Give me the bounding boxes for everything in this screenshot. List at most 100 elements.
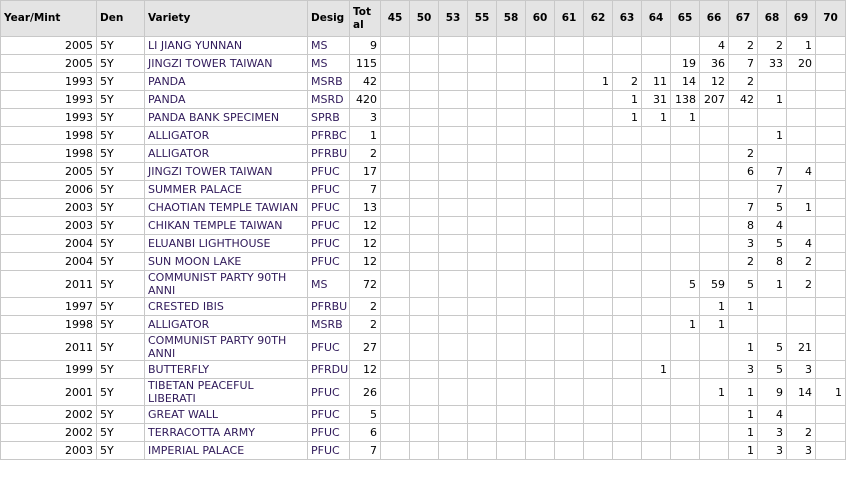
empty-cell [467,90,497,109]
empty-cell [525,54,555,73]
table-cell: 1 [641,360,671,379]
table-cell: 2011 [0,270,97,298]
empty-cell [612,270,642,298]
empty-cell [583,405,613,424]
table-cell: MS [307,270,350,298]
empty-cell [438,423,468,442]
table-cell: 5 [757,198,787,217]
empty-cell [525,72,555,91]
empty-cell [612,36,642,55]
table-cell: 31 [641,90,671,109]
table-cell: 5Y [96,252,145,271]
empty-cell [380,54,410,73]
table-cell: 420 [349,90,381,109]
empty-cell [670,144,700,163]
table-cell: 5Y [96,423,145,442]
table-cell: 5Y [96,315,145,334]
empty-cell [554,54,584,73]
empty-cell [583,270,613,298]
table-cell: 3 [786,441,816,460]
table-cell: 1 [728,405,758,424]
empty-cell [380,360,410,379]
empty-cell [380,441,410,460]
empty-cell [438,405,468,424]
table-cell: 2004 [0,252,97,271]
empty-cell [612,405,642,424]
table-cell: PFRDU [307,360,350,379]
empty-cell [525,108,555,127]
empty-cell [612,333,642,361]
empty-cell [815,333,846,361]
empty-cell [438,216,468,235]
empty-cell [438,252,468,271]
column-header: 63 [612,0,642,37]
empty-cell [496,378,526,406]
table-cell: 2002 [0,405,97,424]
table-cell: SPRB [307,108,350,127]
table-cell: 1 [612,90,642,109]
empty-cell [438,234,468,253]
table-cell: 20 [786,54,816,73]
table-cell: COMMUNIST PARTY 90TH ANNI [144,333,308,361]
empty-cell [699,180,729,199]
empty-cell [409,252,439,271]
table-cell: ELUANBI LIGHTHOUSE [144,234,308,253]
empty-cell [380,72,410,91]
empty-cell [525,441,555,460]
table-cell: 27 [349,333,381,361]
table-cell: LI JIANG YUNNAN [144,36,308,55]
table-row: 2002 5Y GREAT WALL PFUC 5 1 4 [0,405,846,424]
column-header: 70 [815,0,846,37]
empty-cell [409,378,439,406]
empty-cell [815,126,846,145]
empty-cell [815,180,846,199]
table-cell: 5 [757,333,787,361]
empty-cell [525,252,555,271]
empty-cell [815,144,846,163]
table-cell: 1 [699,315,729,334]
empty-cell [583,441,613,460]
empty-cell [670,297,700,316]
table-cell: PFUC [307,252,350,271]
table-cell: 1 [670,108,700,127]
empty-cell [438,126,468,145]
empty-cell [525,162,555,181]
empty-cell [525,36,555,55]
empty-cell [409,126,439,145]
empty-cell [409,441,439,460]
empty-cell [380,216,410,235]
empty-cell [815,270,846,298]
empty-cell [612,441,642,460]
empty-cell [786,144,816,163]
table-cell: ALLIGATOR [144,144,308,163]
table-row: 2003 5Y CHIKAN TEMPLE TAIWAN PFUC 12 8 4 [0,216,846,235]
empty-cell [699,126,729,145]
table-cell: PFRBC [307,126,350,145]
empty-cell [496,234,526,253]
table-cell: PFUC [307,423,350,442]
table-cell: 13 [349,198,381,217]
empty-cell [496,144,526,163]
empty-cell [438,108,468,127]
empty-cell [380,333,410,361]
empty-cell [554,108,584,127]
table-row: 2001 5Y TIBETAN PEACEFUL LIBERATI PFUC 26 1 1 9… [0,378,846,406]
empty-cell [554,198,584,217]
table-cell: 5Y [96,198,145,217]
table-cell: 5Y [96,90,145,109]
table-cell: SUN MOON LAKE [144,252,308,271]
empty-cell [699,405,729,424]
table-cell: JINGZI TOWER TAIWAN [144,162,308,181]
empty-cell [641,198,671,217]
empty-cell [525,378,555,406]
table-cell: 2005 [0,36,97,55]
table-cell: 8 [757,252,787,271]
table-cell: 2011 [0,333,97,361]
empty-cell [467,297,497,316]
empty-cell [409,297,439,316]
table-cell: 5 [757,234,787,253]
empty-cell [409,360,439,379]
column-header: 55 [467,0,497,37]
empty-cell [496,315,526,334]
empty-cell [641,162,671,181]
